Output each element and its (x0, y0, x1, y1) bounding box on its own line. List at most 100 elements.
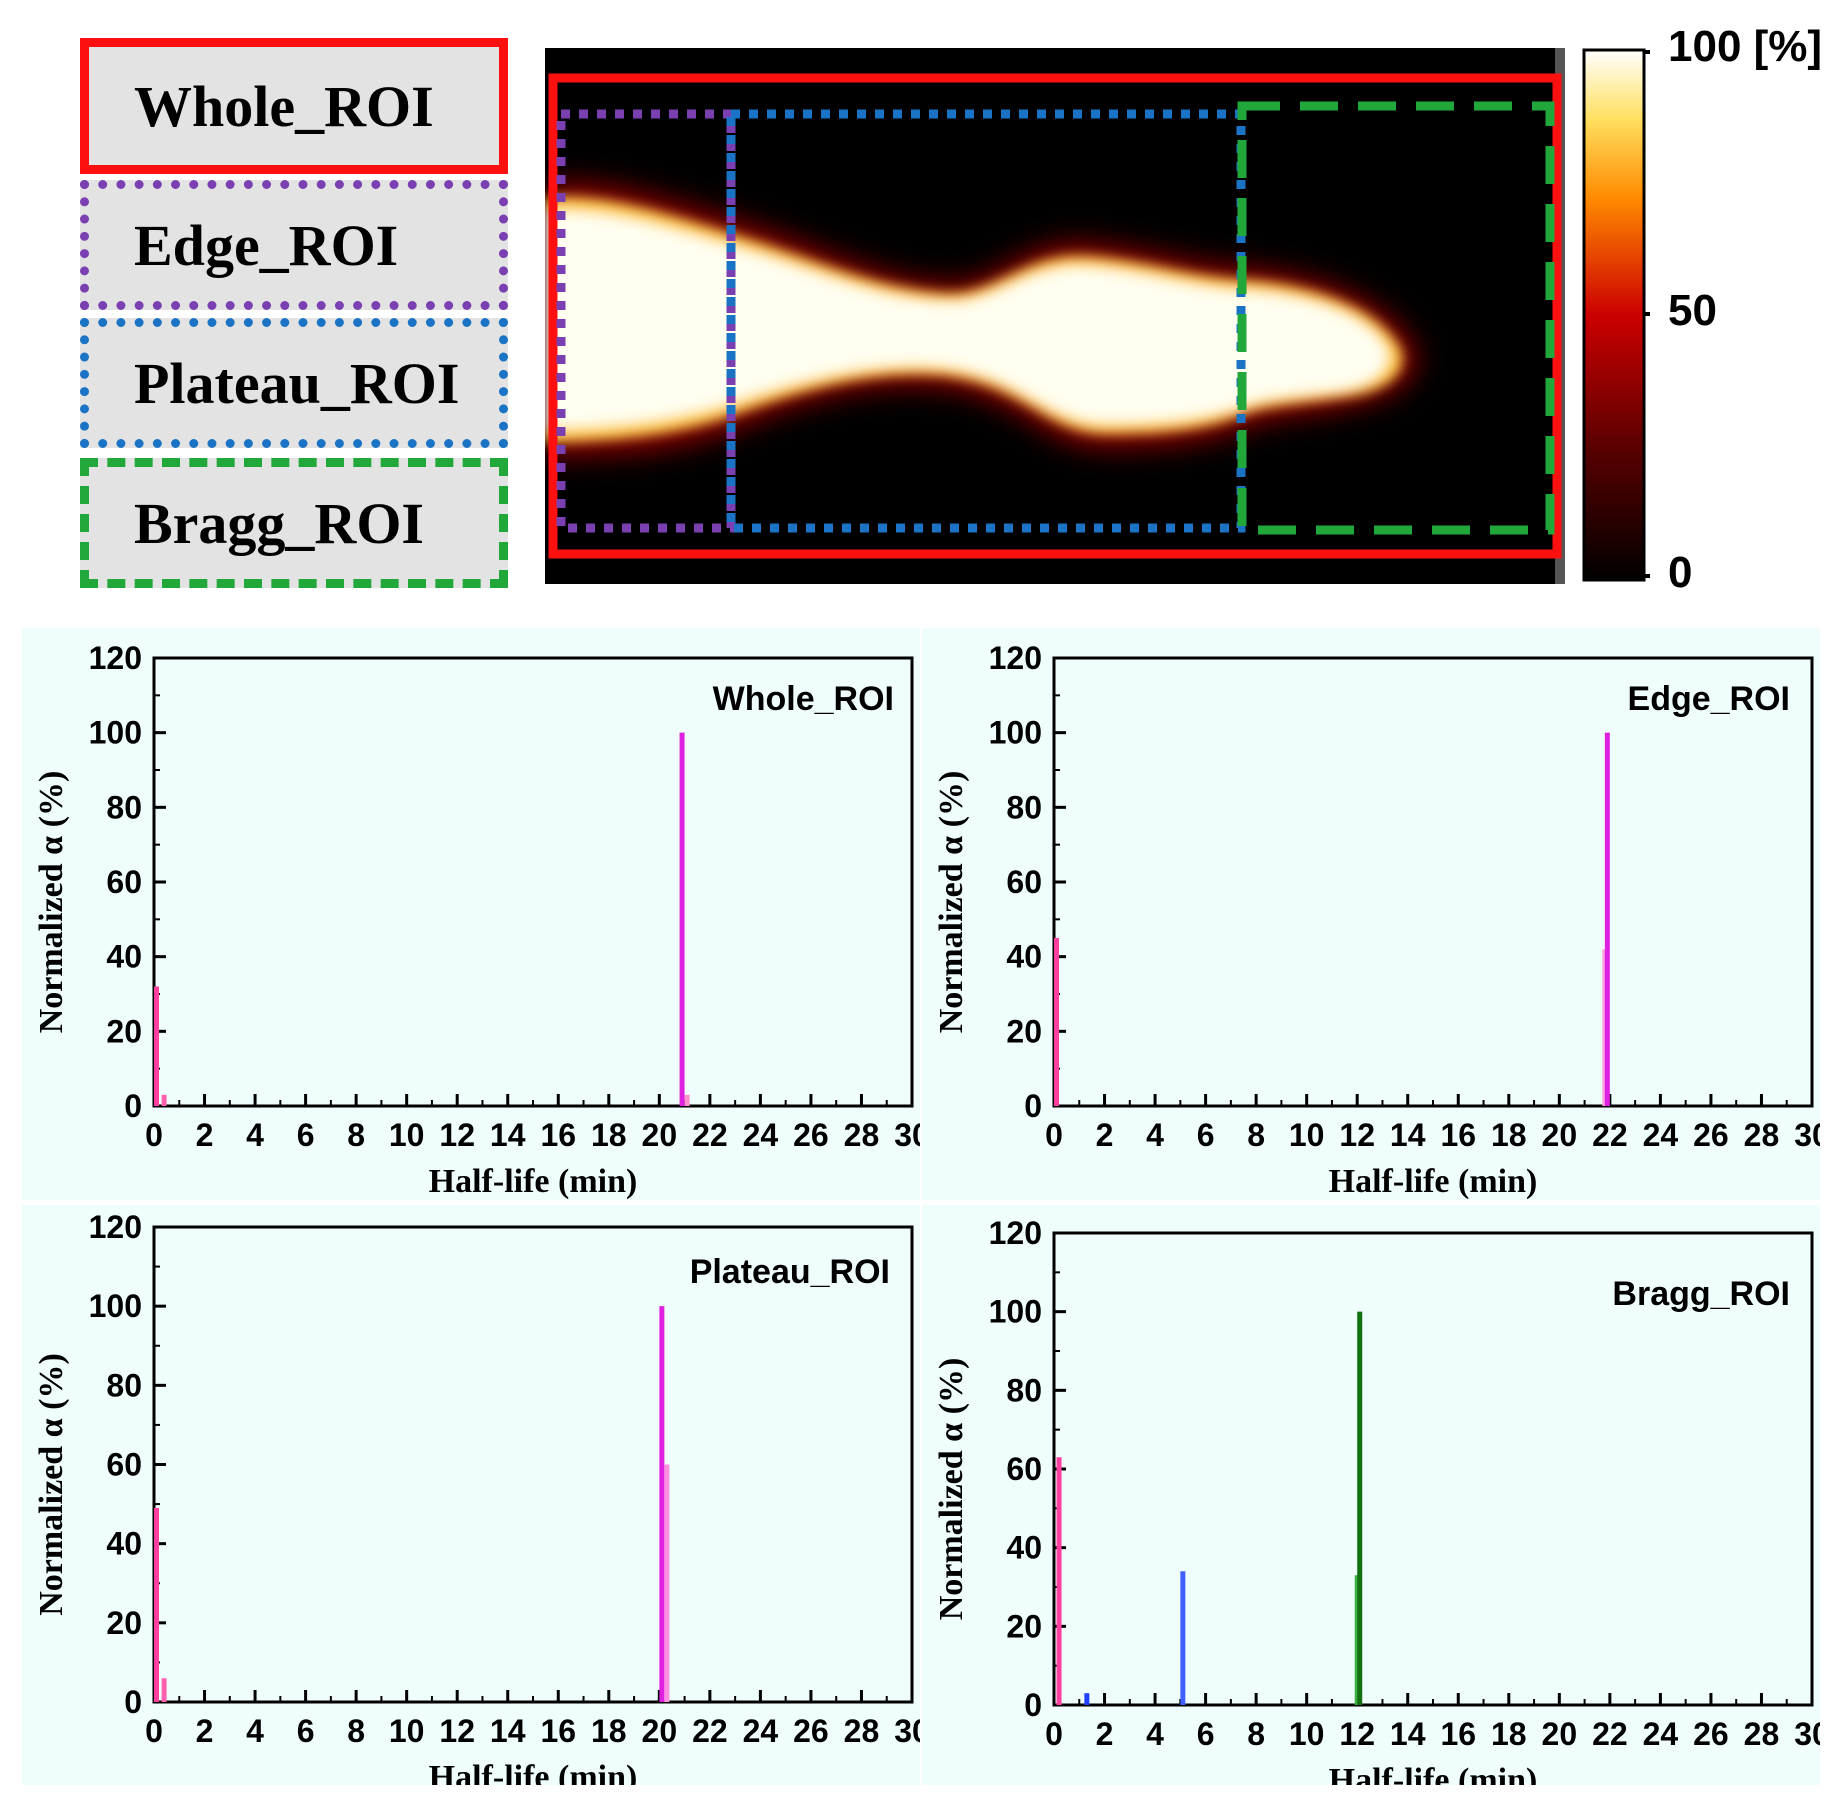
x-tick-label: 4 (1146, 1716, 1164, 1752)
x-tick-label: 14 (490, 1713, 526, 1749)
x-tick-label: 20 (1542, 1117, 1578, 1153)
x-tick-label: 30 (894, 1117, 920, 1153)
y-tick-label: 0 (124, 1088, 142, 1124)
legend-edge-roi: Edge_ROI (80, 180, 508, 310)
x-tick-label: 4 (246, 1713, 264, 1749)
x-tick-label: 6 (1197, 1117, 1215, 1153)
chart-edge-roi: 0 20 40 60 80 100 120 0 2 4 6 8 10 12 14 16 18 20 22 24 26 28… (922, 628, 1820, 1200)
x-tick-label: 20 (642, 1713, 678, 1749)
y-tick-label: 0 (1024, 1687, 1042, 1723)
y-axis-label: Normalized α (%) (933, 1358, 970, 1621)
x-tick-label: 30 (894, 1713, 920, 1749)
x-axis-label: Half-life (min) (1329, 1163, 1538, 1200)
x-tick-label: 8 (1247, 1117, 1265, 1153)
x-tick-label: 16 (540, 1713, 576, 1749)
x-tick-label: 26 (793, 1713, 829, 1749)
y-tick-label: 20 (106, 1605, 142, 1641)
x-tick-label: 24 (743, 1713, 779, 1749)
chart-title: Plateau_ROI (690, 1253, 890, 1291)
chart-plateau-roi: 0 20 40 60 80 100 120 0 2 4 6 8 10 12 14 16 18 20 22 24 26 28… (22, 1205, 920, 1785)
y-tick-label: 0 (124, 1684, 142, 1720)
y-tick-label: 60 (106, 1447, 142, 1483)
y-tick-label: 100 (989, 715, 1042, 751)
y-tick-label: 40 (1006, 1530, 1042, 1566)
activity-heatmap-image (545, 48, 1565, 584)
bragg-roi-box (1237, 101, 1555, 535)
y-tick-label: 0 (1024, 1088, 1042, 1124)
y-tick-label: 40 (106, 1526, 142, 1562)
legend-label: Whole_ROI (134, 73, 434, 139)
plot-frame (1052, 656, 1814, 1108)
x-axis-label: Half-life (min) (1329, 1762, 1538, 1785)
x-tick-label: 10 (1289, 1117, 1325, 1153)
x-tick-label: 2 (196, 1117, 214, 1153)
y-axis-label: Normalized α (%) (33, 771, 70, 1034)
x-tick-label: 0 (145, 1713, 163, 1749)
y-tick-label: 80 (106, 789, 142, 825)
x-tick-label: 10 (389, 1713, 425, 1749)
x-tick-label: 12 (1339, 1716, 1375, 1752)
colorbar (1582, 48, 1650, 582)
x-tick-label: 2 (1096, 1716, 1114, 1752)
y-tick-label: 60 (106, 864, 142, 900)
x-tick-label: 22 (692, 1117, 728, 1153)
x-tick-label: 22 (692, 1713, 728, 1749)
x-tick-label: 30 (1794, 1716, 1820, 1752)
plot-frame (152, 1225, 914, 1704)
x-tick-label: 0 (1045, 1716, 1063, 1752)
y-tick-label: 80 (106, 1367, 142, 1403)
x-tick-label: 12 (439, 1713, 475, 1749)
legend-label: Plateau_ROI (134, 350, 460, 416)
legend-bragg-roi: Bragg_ROI (80, 458, 508, 588)
y-tick-label: 100 (989, 1294, 1042, 1330)
x-tick-label: 8 (347, 1117, 365, 1153)
x-tick-label: 12 (1339, 1117, 1375, 1153)
x-tick-label: 10 (389, 1117, 425, 1153)
x-tick-label: 4 (1146, 1117, 1164, 1153)
colorbar-label-min: 0 (1668, 548, 1693, 597)
x-tick-label: 16 (540, 1117, 576, 1153)
x-tick-label: 26 (793, 1117, 829, 1153)
x-tick-label: 20 (642, 1117, 678, 1153)
x-tick-label: 18 (591, 1713, 627, 1749)
x-tick-label: 26 (1693, 1117, 1729, 1153)
x-tick-label: 20 (1542, 1716, 1578, 1752)
chart-title: Whole_ROI (713, 680, 894, 718)
x-tick-label: 8 (347, 1713, 365, 1749)
x-tick-label: 16 (1440, 1716, 1476, 1752)
legend-label: Bragg_ROI (134, 490, 424, 556)
x-tick-label: 0 (1045, 1117, 1063, 1153)
chart-title: Bragg_ROI (1612, 1275, 1790, 1313)
x-tick-label: 18 (1491, 1117, 1527, 1153)
roi-figure: Whole_ROI Edge_ROI Plateau_ROI Bragg_ROI (0, 0, 1830, 620)
x-tick-label: 14 (1390, 1117, 1426, 1153)
x-tick-label: 24 (1643, 1716, 1679, 1752)
y-axis-label: Normalized α (%) (33, 1353, 70, 1616)
x-tick-label: 26 (1693, 1716, 1729, 1752)
y-tick-label: 60 (1006, 1451, 1042, 1487)
x-tick-label: 6 (297, 1117, 315, 1153)
x-tick-label: 6 (297, 1713, 315, 1749)
whole-roi-box (548, 73, 1562, 559)
x-tick-label: 28 (844, 1713, 880, 1749)
y-tick-label: 80 (1006, 1372, 1042, 1408)
colorbar-gradient (1582, 48, 1646, 582)
x-tick-label: 24 (1643, 1117, 1679, 1153)
edge-roi-box (556, 109, 736, 533)
dose-core (545, 197, 1403, 443)
y-tick-label: 20 (106, 1013, 142, 1049)
y-tick-label: 120 (989, 640, 1042, 676)
x-tick-label: 18 (591, 1117, 627, 1153)
x-tick-label: 14 (1390, 1716, 1426, 1752)
y-tick-label: 100 (89, 715, 142, 751)
chart-whole-roi: 0 20 40 60 80 100 120 0 2 4 6 8 10 12 14 16 18 20 22 24 26 28… (22, 628, 920, 1200)
x-tick-label: 14 (490, 1117, 526, 1153)
legend-plateau-roi: Plateau_ROI (80, 318, 508, 448)
x-axis-label: Half-life (min) (429, 1759, 638, 1785)
y-tick-label: 20 (1006, 1013, 1042, 1049)
x-tick-label: 30 (1794, 1117, 1820, 1153)
